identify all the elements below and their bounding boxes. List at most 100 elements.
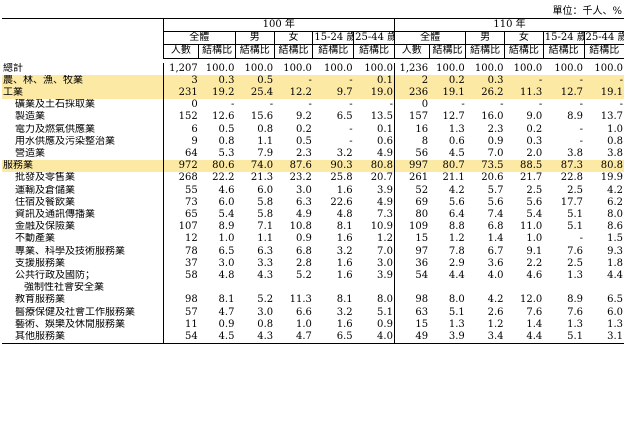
group-header: 25-44 歲	[583, 31, 624, 46]
year-110-cell: 100.0	[513, 62, 543, 74]
table-row: 服務業 972 80.6 74.0 87.6 90.3 80.8 997 80.7 73.5 88.…	[2, 160, 624, 173]
year-100-cell: 6.8	[296, 245, 312, 257]
year-100-cell: 4.3	[257, 270, 274, 282]
year-100-cell: 0	[162, 99, 199, 112]
year-110-cell: 6.7	[487, 245, 504, 257]
year-100-cell	[354, 282, 395, 294]
year-110-cell: 109	[393, 221, 430, 234]
year-100-cell: -	[349, 123, 353, 135]
year-110-cell: -	[461, 99, 465, 111]
year-100-cell: 10.8	[289, 221, 312, 233]
year-100-cell: 3.9	[377, 184, 393, 196]
year-100-cell: -	[312, 74, 354, 88]
measure-header: 結構比	[198, 44, 236, 59]
year-100-cell: 55	[162, 184, 199, 197]
year-110-cell: 17.7	[560, 196, 584, 208]
year-110-header: 110 年	[393, 17, 624, 33]
group-header: 女	[273, 31, 313, 46]
year-110-cell: 12.7	[442, 111, 465, 123]
year-100-cell: 78	[162, 245, 199, 258]
year-110-cell: 5.1	[448, 306, 465, 318]
year-100-cell: 5.2	[296, 270, 312, 282]
year-100-cell: 1.0	[296, 318, 312, 330]
group-header: 女	[504, 31, 544, 46]
year-110-cell: 1.5	[607, 233, 623, 245]
year-110-cell: 7.6	[567, 306, 584, 318]
year-100-header: 100 年	[162, 17, 395, 33]
year-100-cell: 0.9	[296, 233, 312, 245]
industry-label: 服務業	[2, 160, 164, 173]
year-100-cell: 4.9	[377, 196, 393, 208]
measure-header: 人數	[393, 44, 430, 59]
year-100-cell: 231	[162, 87, 199, 100]
year-100-cell: 7.9	[257, 148, 274, 160]
table-row: 用水供應及污染整治業 9 0.8 1.1 0.5-0.6 8 0.6 0.9 0.3-0.8	[2, 135, 624, 149]
year-100-cell: 6.3	[257, 245, 274, 257]
year-100-cell: 1,207	[162, 62, 199, 75]
year-110-cell: 100.0	[554, 62, 584, 74]
year-100-cell: 7.3	[377, 209, 393, 221]
industry-label: 藝術、娛樂及休閒服務業	[15, 318, 125, 330]
table-row: 教育服務業 98 8.1 5.2 11.3 8.1 8.0 98 8.0 4.2 12.0 8.9 6.…	[2, 294, 624, 307]
year-100-cell: 12.6	[212, 111, 235, 123]
year-110-cell: -	[538, 99, 543, 111]
year-100-cell: 37	[162, 257, 199, 271]
industry-label: 批發及零售業	[15, 172, 75, 184]
year-100-cell: 4.7	[274, 331, 313, 345]
year-100-cell: 54	[162, 331, 199, 345]
year-100-cell: 1.6	[336, 233, 353, 245]
table-row: 住宿及餐飲業 73 6.0 5.8 6.3 22.6 4.9 69 5.6 5.6 5.6 17.7 6…	[2, 196, 624, 210]
year-110-cell: 7.8	[448, 245, 465, 257]
industry-label: 教育服務業	[15, 294, 65, 306]
year-110-cell: 15	[393, 318, 430, 332]
table-row: 電力及燃氣供應業 6 0.5 0.8 0.2 - 0.1 16 1.3 2.3 0.2 - 1.0	[2, 123, 624, 136]
year-110-cell: 4.5	[448, 148, 465, 160]
year-110-cell: 6.4	[448, 209, 465, 221]
year-100-cell: 11	[162, 318, 199, 332]
year-110-cell: 100.0	[594, 62, 623, 74]
year-100-cell	[274, 282, 313, 294]
year-100-cell: 0.9	[218, 318, 235, 330]
year-100-cell: 25.4	[235, 87, 275, 100]
year-110-cell: 2.6	[487, 306, 504, 318]
year-100-cell: 9.2	[296, 111, 312, 123]
year-100-cell: -	[349, 135, 353, 147]
year-100-cell: 12.2	[274, 87, 313, 100]
year-100-cell: 1.6	[336, 184, 353, 196]
table-row: 藝術、娛樂及休閒服務業 11 0.9 0.8 1.0 1.6 0.9 15 1.3 1.2 1.4 1…	[2, 318, 624, 332]
year-100-cell: 8.1	[336, 221, 353, 233]
year-100-cell: 6.3	[296, 196, 312, 208]
year-100-cell: 3.3	[257, 257, 274, 269]
year-100-cell: 90.3	[312, 160, 354, 173]
year-110-cell: 13.7	[600, 111, 623, 123]
year-100-cell: 65	[162, 209, 199, 222]
year-110-cell: -	[579, 123, 584, 135]
year-100-cell: 3.2	[336, 148, 353, 160]
table-row: 支援服務業 37 3.0 3.3 2.8 1.6 3.0 36 2.9 3.6 2.2 2.5 1.8	[2, 257, 624, 271]
year-110-cell: 73.5	[465, 160, 505, 173]
industry-label: 不動產業	[15, 233, 55, 245]
table-row: 營造業 64 5.3 7.9 2.3 3.2 4.9 56 4.5 7.0 2.0 3.8 3.8	[2, 148, 624, 161]
year-100-cell: 1.6	[336, 270, 353, 282]
year-100-cell: 5.3	[218, 148, 235, 160]
statistics-table: 100 年 110 年 全體 男 女 15-24 歲 25-44 歲 全體 男 …	[2, 17, 624, 345]
industry-label: 用水供應及污染整治業	[15, 135, 115, 147]
year-110-cell: 8.9	[567, 111, 584, 123]
year-110-cell: -	[579, 233, 584, 245]
year-110-cell: 6.2	[607, 196, 623, 208]
industry-label: 公共行政及國防；	[15, 270, 95, 282]
year-100-cell: 1.6	[336, 318, 353, 330]
year-100-cell: -	[389, 99, 393, 111]
year-100-cell: 3.2	[336, 245, 353, 257]
year-110-cell: 157	[393, 111, 430, 124]
year-110-cell: 0.2	[429, 74, 466, 88]
year-110-cell: 0.9	[487, 135, 504, 147]
year-100-cell: 0.8	[218, 135, 235, 147]
year-100-cell: 74.0	[235, 160, 275, 173]
year-110-cell: 1.4	[526, 318, 543, 330]
year-100-cell: 19.0	[353, 87, 395, 100]
year-110-cell: 3.4	[465, 331, 505, 345]
year-100-cell: -	[349, 99, 353, 111]
year-110-cell: 52	[393, 184, 430, 197]
year-110-cell: 7.6	[526, 306, 543, 318]
